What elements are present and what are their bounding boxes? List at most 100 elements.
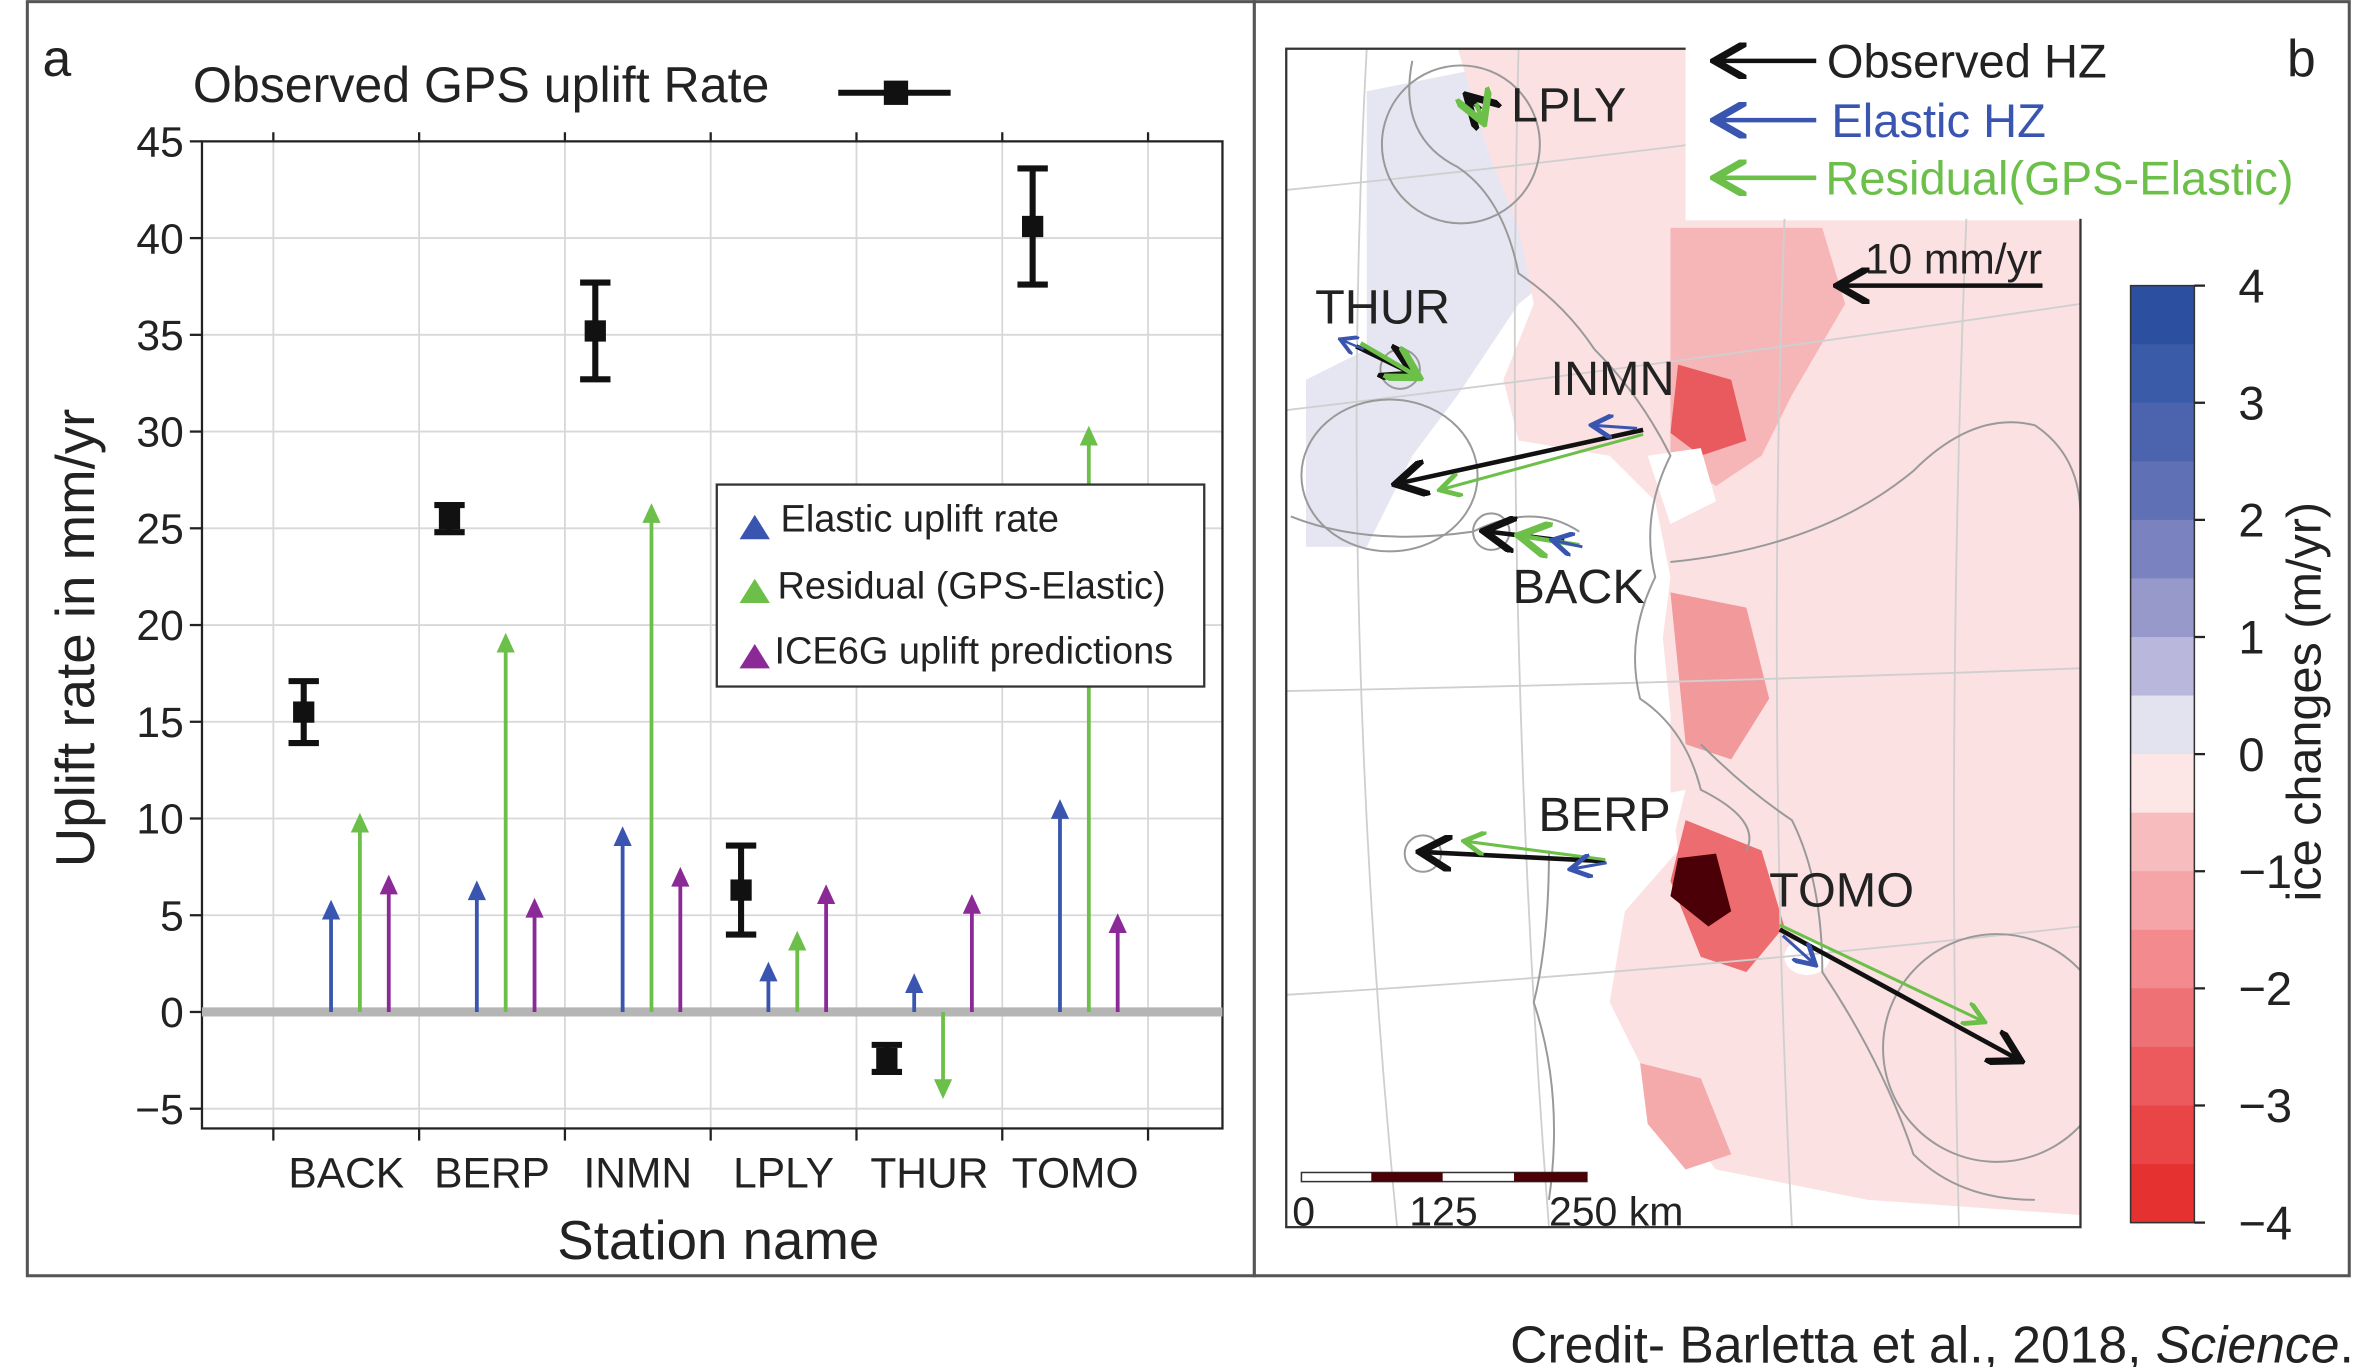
y-tick-label: 35	[136, 313, 183, 360]
legend-elastic-marker	[739, 514, 770, 540]
colorbar-band	[2130, 461, 2195, 521]
colorbar: 4 3 2 1 0 −1 −2 −3 −4	[2129, 259, 2292, 1249]
y-tick-label: 0	[160, 990, 184, 1037]
legend-residual-marker	[739, 578, 770, 604]
panel-a-letter: a	[43, 29, 72, 87]
reference-arrow-label: 10 mm/yr	[1865, 236, 2042, 283]
series-arrowhead-tomo	[1050, 799, 1070, 819]
gps-point-back	[293, 701, 315, 723]
y-tick-label: 5	[160, 893, 184, 940]
x-tick-label-inmn: INMN	[583, 1151, 692, 1198]
station-label-tomo: TOMO	[1769, 864, 1914, 918]
y-tick-label: 45	[136, 120, 183, 167]
colorbar-band	[2130, 929, 2195, 990]
colorbar-band	[2130, 344, 2195, 404]
series-arrowhead-thur	[933, 1079, 953, 1100]
ice-loss-region	[1457, 48, 2081, 1216]
legend-residual-hz: Residual(GPS-Elastic)	[1825, 152, 2293, 205]
colorbar-band	[2130, 636, 2195, 697]
gps-legend-label: Observed GPS uplift Rate	[193, 57, 770, 113]
ice-change-map	[1286, 48, 2081, 1228]
legend-ice6g-marker	[739, 644, 770, 669]
colorbar-band	[2130, 1164, 2195, 1224]
x-tick-label-lply: LPLY	[733, 1151, 834, 1198]
colorbar-tick-label: 1	[2238, 611, 2264, 664]
scale-bar	[1300, 1171, 1588, 1183]
x-axis-label: Station name	[557, 1210, 879, 1271]
legend-ice6g: ICE6G uplift predictions	[774, 631, 1173, 673]
map-frame	[1285, 47, 2082, 1229]
y-tick-label: 15	[136, 700, 183, 747]
colorbar-tick-label: −1	[2238, 845, 2292, 898]
legend-observed: Observed HZ	[1827, 35, 2107, 88]
series-arrowhead-lply	[759, 961, 778, 982]
chart-legend: Elastic uplift rate Residual (GPS-Elasti…	[715, 483, 1206, 688]
station-label-back: BACK	[1513, 560, 1645, 614]
colorbar-band	[2130, 695, 2195, 755]
panel-a: a Observed GPS uplift Rate 45 40 35 30 25 20 1…	[25, 0, 1256, 1278]
ice-loss-max	[1670, 853, 1732, 927]
series-arrowhead-thur	[905, 973, 924, 994]
credit-prefix: Credit- Barletta et al., 2018,	[1510, 1315, 2156, 1367]
series-arrowhead-back	[321, 899, 341, 920]
colorbar-tick-label: −3	[2238, 1079, 2292, 1132]
series-arrowhead-back	[350, 812, 370, 833]
x-tick-label-tomo: TOMO	[1012, 1151, 1139, 1198]
arrow-residual-lply	[1476, 103, 1482, 118]
credit-journal: Science	[2156, 1315, 2340, 1367]
scale-label-0: 0	[1292, 1189, 1315, 1235]
station-label-thur: THUR	[1315, 281, 1450, 335]
colorbar-tick-label: 2	[2238, 494, 2264, 547]
credit-suffix: .	[2339, 1315, 2353, 1367]
station-label-lply: LPLY	[1511, 79, 1626, 133]
colorbar-tick-label: 0	[2238, 728, 2264, 781]
series-arrowhead-inmn	[642, 503, 661, 523]
gps-point-tomo	[1022, 215, 1044, 238]
arrow-elastic-berp	[1573, 863, 1607, 869]
y-tick-label: 30	[136, 410, 183, 457]
plot-area: 45 40 35 30 25 20 15 10 5 0 −5 BACK BERP INMN LPLY THUR…	[135, 120, 1224, 1198]
colorbar-band	[2130, 754, 2195, 814]
station-label-inmn: INMN	[1550, 352, 1674, 406]
panel-b-letter: b	[2287, 29, 2316, 87]
series-arrowhead-back	[379, 874, 398, 895]
arrow-residual-thur	[1359, 341, 1416, 375]
colorbar-band	[2130, 402, 2195, 463]
series-arrowhead-tomo	[1079, 425, 1098, 446]
x-tick-label-berp: BERP	[434, 1151, 550, 1198]
gps-point-lply	[730, 879, 752, 901]
panel-b: LPLY THUR INMN BACK BERP TOMO 0 125 250 …	[1252, 0, 2351, 1278]
series-arrowhead-thur	[962, 893, 982, 914]
colorbar-band	[2130, 578, 2195, 638]
colorbar-tick-label: −2	[2238, 962, 2292, 1015]
y-tick-label: 10	[136, 797, 183, 844]
series-arrowhead-lply	[788, 930, 807, 951]
x-tick-label-back: BACK	[288, 1151, 404, 1198]
series-arrowhead-inmn	[671, 866, 690, 887]
map-legend: Observed HZ Elastic HZ Residual(GPS-Elas…	[1685, 33, 2342, 219]
x-tick-label-thur: THUR	[870, 1151, 988, 1198]
legend-elastic: Elastic uplift rate	[781, 499, 1059, 541]
arrow-residual-inmn	[1443, 432, 1644, 489]
plot-frame	[200, 140, 1224, 1130]
series-arrowhead-lply	[817, 884, 836, 905]
colorbar-band	[2130, 285, 2195, 345]
arrow-elastic-inmn	[1595, 425, 1638, 428]
series-arrowhead-berp	[467, 880, 486, 901]
scale-label-125: 125	[1409, 1189, 1477, 1235]
credit-line: Credit- Barletta et al., 2018, Science.	[1510, 1315, 2354, 1367]
ice-loss-region	[1670, 364, 1747, 456]
coastline	[1290, 60, 2081, 1201]
gps-point-thur	[876, 1047, 898, 1070]
y-axis-label: Uplift rate in mm/yr	[45, 409, 106, 868]
series-arrowhead-berp	[525, 897, 544, 918]
gps-legend-symbol	[838, 80, 951, 105]
series-arrowhead-inmn	[613, 826, 632, 846]
velocity-arrows	[1342, 99, 2016, 1059]
colorbar-frame	[2129, 284, 2196, 1224]
colorbar-band	[2130, 1105, 2195, 1165]
arrow-elastic-thur	[1342, 340, 1365, 349]
scale-label-250: 250 km	[1549, 1189, 1683, 1235]
arrow-residual-tomo	[1779, 923, 1982, 1021]
colorbar-tick-label: 3	[2238, 376, 2264, 429]
